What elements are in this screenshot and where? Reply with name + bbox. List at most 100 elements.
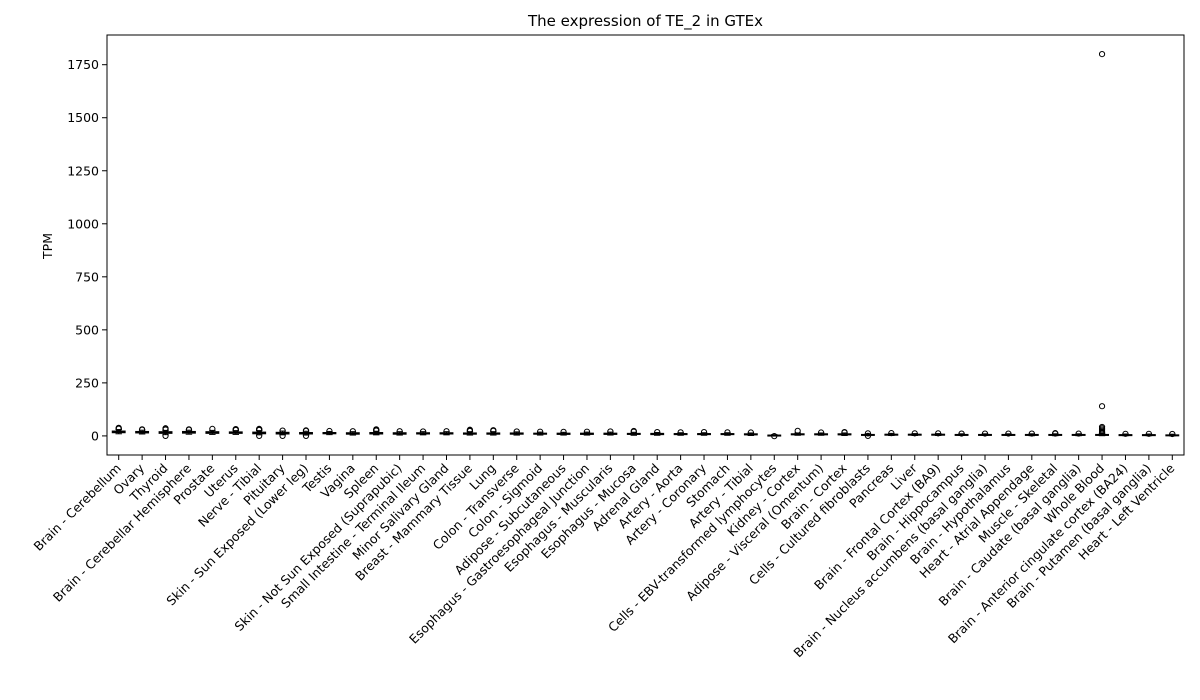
box-group: [954, 430, 969, 437]
outlier-point: [864, 432, 872, 440]
outlier-point: [864, 430, 872, 437]
outlier-point: [139, 426, 146, 433]
outlier-point: [935, 430, 942, 437]
outlier-point: [302, 427, 310, 434]
outlier-point: [677, 429, 684, 436]
outlier-point: [654, 428, 661, 436]
box-group: [322, 427, 337, 436]
outlier-point: [958, 430, 965, 437]
outlier-point: [209, 425, 216, 433]
box-group: [1048, 430, 1063, 437]
outlier-point: [513, 428, 520, 435]
outlier-point: [373, 426, 380, 433]
y-tick-label: 500: [75, 322, 99, 337]
outlier-point: [583, 428, 591, 435]
box-group: [345, 428, 360, 436]
outlier-point: [396, 428, 403, 435]
box-group: [439, 428, 454, 436]
outlier-point: [1169, 430, 1176, 438]
outlier-point: [1098, 50, 1106, 58]
outlier-point: [1098, 403, 1106, 410]
outlier-point: [162, 432, 169, 440]
box-group: [743, 429, 758, 436]
outlier-point: [1145, 430, 1152, 437]
outlier-point: [630, 427, 637, 435]
box-group: [392, 428, 407, 436]
box-group: [907, 430, 922, 437]
outlier-point: [794, 427, 801, 434]
box-group: [462, 426, 477, 436]
box-group: [182, 426, 196, 435]
outlier-point: [1028, 430, 1035, 437]
box-group: [135, 426, 150, 435]
box-group: [369, 426, 384, 436]
outlier-point: [537, 428, 544, 435]
box-group: [837, 428, 852, 436]
outlier-point: [419, 428, 427, 435]
outlier-point: [841, 428, 848, 436]
y-axis: 0 250 500 750 1000 1250 1500 1750: [67, 57, 107, 443]
outlier-point: [607, 428, 614, 435]
box-group: [673, 429, 688, 436]
outlier-point: [232, 426, 239, 433]
box-group: [790, 427, 805, 436]
chart-title: The expression of TE_2 in GTEx: [527, 12, 763, 31]
box-group: [299, 427, 313, 440]
box-group: [205, 425, 220, 435]
box-group: [1095, 50, 1109, 437]
box-group: [697, 428, 711, 436]
outlier-point: [256, 432, 263, 440]
y-tick-label: 250: [75, 375, 99, 390]
y-tick-label: 1000: [67, 216, 99, 231]
outlier-point: [279, 427, 286, 434]
outlier-point: [185, 426, 193, 433]
box-group: [978, 430, 992, 437]
box-group: [1071, 430, 1086, 437]
box-group: [1165, 430, 1180, 438]
outlier-point: [1075, 430, 1082, 437]
box-group: [486, 427, 501, 436]
box-group: [1118, 430, 1133, 437]
outlier-point: [490, 427, 497, 434]
box-group: [533, 428, 548, 436]
outlier-point: [911, 430, 918, 437]
outlier-point: [466, 426, 474, 433]
outlier-point: [560, 428, 567, 435]
box-group: [416, 428, 431, 436]
box-group: [767, 433, 782, 440]
box-group: [626, 427, 641, 436]
box-group: [814, 429, 829, 436]
outlier-point: [700, 428, 708, 436]
outlier-point: [1052, 430, 1059, 437]
outlier-point: [981, 430, 989, 437]
box-group: [252, 425, 267, 440]
outlier-point: [817, 429, 825, 436]
box-group: [158, 425, 173, 440]
box-group: [720, 429, 735, 436]
outlier-point: [1005, 430, 1012, 437]
y-tick-label: 0: [91, 428, 99, 443]
box-group: [509, 428, 524, 436]
outlier-point: [1098, 423, 1106, 431]
box-group: [884, 430, 899, 437]
box-group: [650, 428, 665, 436]
box-group: [1141, 430, 1156, 437]
outlier-point: [771, 433, 778, 440]
box-group: [931, 430, 946, 437]
box-group: [556, 428, 571, 436]
outlier-point: [1122, 430, 1129, 437]
outlier-point: [443, 428, 450, 435]
box-group: [111, 424, 126, 435]
y-tick-label: 1750: [67, 57, 99, 72]
box-group: [580, 428, 594, 436]
outlier-point: [162, 425, 169, 432]
box-group: [228, 426, 243, 435]
y-tick-label: 750: [75, 269, 99, 284]
plot-frame: [106, 34, 1185, 456]
outlier-point: [349, 428, 356, 435]
outlier-point: [747, 429, 754, 436]
outlier-point: [888, 430, 895, 437]
box-group: [860, 430, 875, 440]
